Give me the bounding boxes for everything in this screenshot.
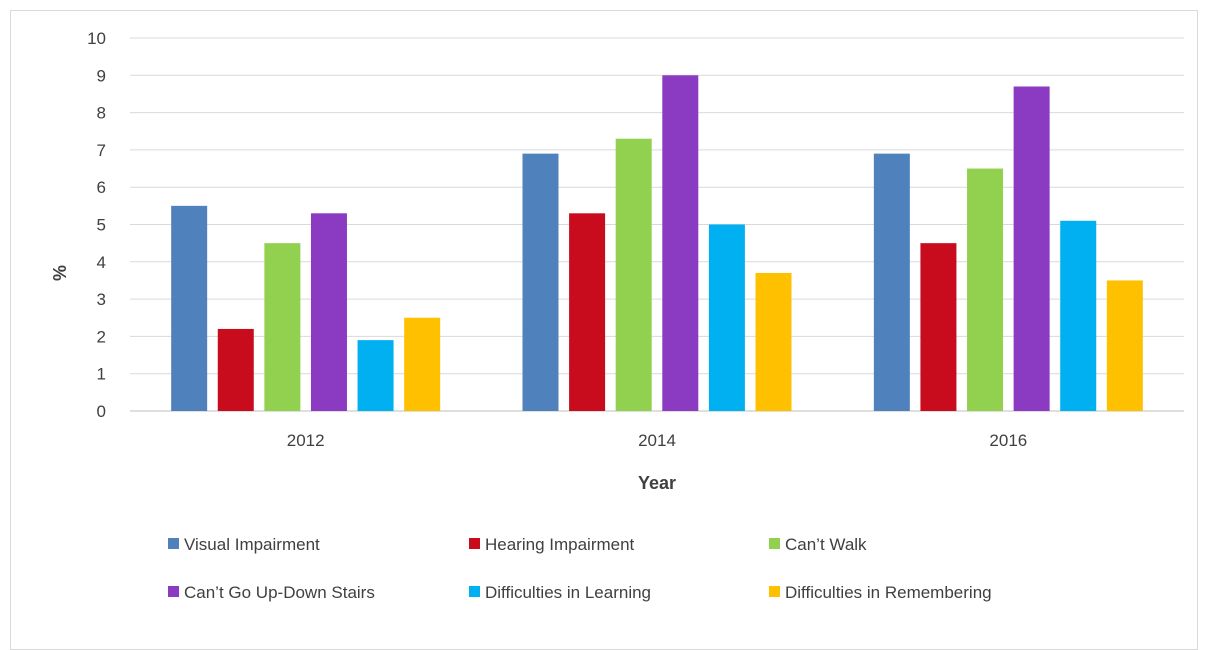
legend: Visual Impairment Hearing Impairment Can’t…: [168, 535, 992, 602]
bar: [873, 153, 910, 411]
y-tick-label: 7: [97, 141, 106, 160]
bar: [310, 213, 347, 411]
legend-swatch: [769, 538, 780, 549]
x-axis-title: Year: [638, 473, 676, 493]
bar: [1106, 280, 1143, 411]
bar: [264, 243, 301, 411]
legend-swatch: [769, 586, 780, 597]
y-tick-label: 6: [97, 178, 106, 197]
bar: [1060, 220, 1097, 411]
bar: [755, 272, 792, 411]
bar: [1013, 86, 1050, 412]
legend-label: Can’t Walk: [785, 535, 867, 554]
legend-swatch: [469, 586, 480, 597]
x-tick-label: 2012: [287, 431, 325, 450]
legend-label: Can’t Go Up-Down Stairs: [184, 583, 375, 602]
legend-label: Difficulties in Learning: [485, 583, 651, 602]
bar: [404, 317, 441, 411]
y-tick-label: 8: [97, 104, 106, 123]
legend-swatch: [168, 538, 179, 549]
legend-label: Hearing Impairment: [485, 535, 635, 554]
y-tick-label: 4: [97, 253, 106, 272]
y-tick-label: 10: [87, 29, 106, 48]
bar: [522, 153, 559, 411]
bar: [171, 205, 208, 411]
bars: [171, 75, 1143, 412]
bar: [615, 138, 652, 411]
bar-chart: 0 1 2 3 4 5 6 7 8 9 10 2012 2014 2016 % Year Visual …: [50, 29, 1184, 602]
y-tick-label: 0: [97, 402, 106, 421]
bar: [708, 224, 745, 411]
x-axis-ticks: 2012 2014 2016: [287, 431, 1027, 450]
legend-swatch: [168, 586, 179, 597]
x-tick-label: 2016: [989, 431, 1027, 450]
y-axis-title: %: [50, 265, 70, 281]
y-tick-label: 3: [97, 290, 106, 309]
legend-label: Difficulties in Remembering: [785, 583, 992, 602]
bar: [967, 168, 1004, 411]
legend-swatch: [469, 538, 480, 549]
bar: [357, 340, 394, 411]
y-tick-label: 5: [97, 216, 106, 235]
bar: [920, 243, 957, 411]
y-axis-ticks: 0 1 2 3 4 5 6 7 8 9 10: [87, 29, 106, 421]
legend-label: Visual Impairment: [184, 535, 320, 554]
bar: [662, 75, 699, 412]
y-tick-label: 1: [97, 365, 106, 384]
bar: [217, 328, 254, 411]
gridlines: [130, 37, 1184, 412]
x-tick-label: 2014: [638, 431, 676, 450]
y-tick-label: 9: [97, 66, 106, 85]
bar: [569, 213, 606, 411]
y-tick-label: 2: [97, 327, 106, 346]
